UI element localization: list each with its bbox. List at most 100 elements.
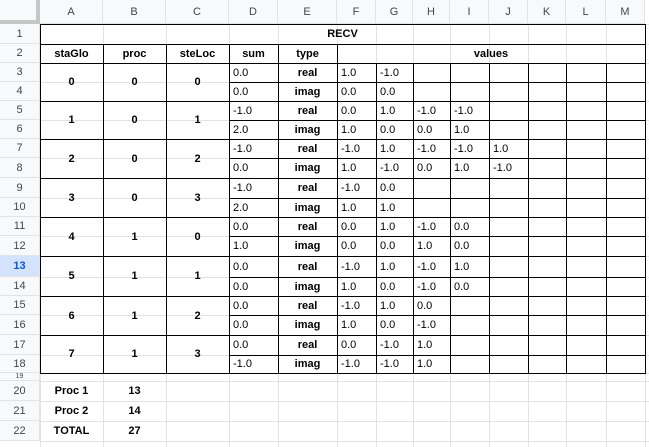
value-cell[interactable]: 0.0 bbox=[341, 339, 357, 351]
value-cell[interactable]: 0.0 bbox=[341, 220, 357, 233]
value-cell[interactable]: -1.0 bbox=[454, 104, 473, 117]
staglo-cell[interactable]: 4 bbox=[68, 230, 75, 243]
type-cell[interactable]: real bbox=[297, 66, 318, 79]
value-cell[interactable]: 1.0 bbox=[417, 358, 433, 370]
sum-cell[interactable]: 0.0 bbox=[233, 299, 249, 312]
column-header-a[interactable]: A bbox=[40, 0, 103, 24]
value-cell[interactable]: 1.0 bbox=[341, 280, 357, 293]
type-cell[interactable]: real bbox=[297, 182, 318, 194]
column-header-h[interactable]: H bbox=[413, 0, 450, 24]
value-cell[interactable]: -1.0 bbox=[380, 339, 399, 351]
row-header-5[interactable]: 5 bbox=[0, 101, 40, 120]
table-title[interactable]: RECV bbox=[327, 28, 358, 40]
header-type[interactable]: type bbox=[296, 47, 319, 60]
steloc-cell[interactable]: 1 bbox=[194, 114, 201, 126]
value-cell[interactable]: -1.0 bbox=[380, 358, 399, 370]
row-header-12[interactable]: 12 bbox=[0, 236, 40, 256]
column-header-b[interactable]: B bbox=[103, 0, 166, 24]
staglo-cell[interactable]: 3 bbox=[68, 191, 75, 204]
value-cell[interactable]: 0.0 bbox=[380, 182, 396, 194]
sum-cell[interactable]: 0.0 bbox=[233, 339, 249, 351]
value-cell[interactable]: 1.0 bbox=[493, 142, 509, 155]
row-header-22[interactable]: 22 bbox=[0, 421, 40, 441]
row-header-8[interactable]: 8 bbox=[0, 158, 40, 178]
sum-cell[interactable]: -1.0 bbox=[233, 104, 252, 117]
value-cell[interactable]: -1.0 bbox=[417, 260, 436, 273]
value-cell[interactable]: 0.0 bbox=[380, 319, 396, 331]
sum-cell[interactable]: -1.0 bbox=[233, 358, 252, 370]
value-cell[interactable]: -1.0 bbox=[454, 142, 473, 155]
type-cell[interactable]: imag bbox=[294, 280, 321, 293]
row-header-9[interactable]: 9 bbox=[0, 178, 40, 198]
value-cell[interactable]: -1.0 bbox=[341, 142, 360, 155]
value-cell[interactable]: 0.0 bbox=[417, 162, 433, 174]
header-values[interactable]: values bbox=[473, 47, 509, 60]
value-cell[interactable]: 0.0 bbox=[380, 123, 396, 136]
value-cell[interactable]: -1.0 bbox=[380, 66, 399, 79]
value-cell[interactable]: 0.0 bbox=[341, 85, 357, 98]
header-proc[interactable]: proc bbox=[122, 47, 147, 60]
sum-cell[interactable]: 2.0 bbox=[233, 201, 249, 214]
sum-cell[interactable]: 0.0 bbox=[233, 319, 249, 331]
column-header-j[interactable]: J bbox=[489, 0, 528, 24]
value-cell[interactable]: -1.0 bbox=[417, 142, 436, 155]
value-cell[interactable]: 0.0 bbox=[341, 104, 357, 117]
proc-cell[interactable]: 1 bbox=[131, 230, 138, 243]
value-cell[interactable]: 1.0 bbox=[380, 104, 396, 117]
row-header-16[interactable]: 16 bbox=[0, 315, 40, 335]
staglo-cell[interactable]: 6 bbox=[68, 309, 75, 322]
steloc-cell[interactable]: 3 bbox=[194, 191, 201, 204]
sum-cell[interactable]: 0.0 bbox=[233, 260, 249, 273]
row-header-17[interactable]: 17 bbox=[0, 335, 40, 355]
staglo-cell[interactable]: 2 bbox=[68, 152, 75, 165]
row-header-4[interactable]: 4 bbox=[0, 82, 40, 101]
row-header-7[interactable]: 7 bbox=[0, 139, 40, 158]
value-cell[interactable]: -1.0 bbox=[341, 182, 360, 194]
value-cell[interactable]: 0.0 bbox=[380, 240, 396, 252]
type-cell[interactable]: real bbox=[297, 339, 318, 351]
sum-cell[interactable]: 1.0 bbox=[233, 240, 249, 252]
column-header-i[interactable]: I bbox=[450, 0, 489, 24]
row-header-1[interactable]: 1 bbox=[0, 24, 40, 44]
type-cell[interactable]: imag bbox=[294, 123, 321, 136]
type-cell[interactable]: imag bbox=[294, 319, 321, 331]
sum-cell[interactable]: 0.0 bbox=[233, 220, 249, 233]
sum-cell[interactable]: 0.0 bbox=[233, 280, 249, 293]
steloc-cell[interactable]: 0 bbox=[194, 76, 201, 88]
value-cell[interactable]: 1.0 bbox=[380, 142, 396, 155]
sum-cell[interactable]: -1.0 bbox=[233, 182, 252, 194]
value-cell[interactable]: 1.0 bbox=[341, 201, 357, 214]
value-cell[interactable]: 1.0 bbox=[341, 66, 357, 79]
value-cell[interactable]: -1.0 bbox=[341, 260, 360, 273]
staglo-cell[interactable]: 5 bbox=[68, 270, 75, 282]
value-cell[interactable]: -1.0 bbox=[417, 280, 436, 293]
row-header-10[interactable]: 10 bbox=[0, 198, 40, 217]
proc-cell[interactable]: 0 bbox=[131, 152, 138, 165]
steloc-cell[interactable]: 3 bbox=[194, 348, 201, 360]
value-cell[interactable]: 1.0 bbox=[341, 319, 357, 331]
header-sum[interactable]: sum bbox=[242, 47, 265, 60]
sum-cell[interactable]: 0.0 bbox=[233, 85, 249, 98]
sum-cell[interactable]: 2.0 bbox=[233, 123, 249, 136]
column-header-f[interactable]: F bbox=[337, 0, 376, 24]
staglo-cell[interactable]: 1 bbox=[68, 114, 75, 126]
value-cell[interactable]: 0.0 bbox=[454, 280, 470, 293]
header-steloc[interactable]: steLoc bbox=[179, 47, 216, 60]
type-cell[interactable]: real bbox=[297, 104, 318, 117]
row-header-14[interactable]: 14 bbox=[0, 277, 40, 296]
type-cell[interactable]: real bbox=[297, 299, 318, 312]
value-cell[interactable]: -1.0 bbox=[341, 299, 360, 312]
sum-cell[interactable]: 0.0 bbox=[233, 162, 249, 174]
column-header-c[interactable]: C bbox=[166, 0, 229, 24]
row-header-21[interactable]: 21 bbox=[0, 401, 40, 421]
value-cell[interactable]: 0.0 bbox=[380, 280, 396, 293]
type-cell[interactable]: imag bbox=[294, 162, 321, 174]
proc-cell[interactable]: 1 bbox=[131, 309, 138, 322]
value-cell[interactable]: 1.0 bbox=[380, 201, 396, 214]
row-header-2[interactable]: 2 bbox=[0, 44, 40, 63]
value-cell[interactable]: -1.0 bbox=[417, 220, 436, 233]
value-cell[interactable]: 0.0 bbox=[417, 299, 433, 312]
column-header-k[interactable]: K bbox=[528, 0, 566, 24]
row-header-6[interactable]: 6 bbox=[0, 120, 40, 139]
column-header-m[interactable]: M bbox=[606, 0, 645, 24]
